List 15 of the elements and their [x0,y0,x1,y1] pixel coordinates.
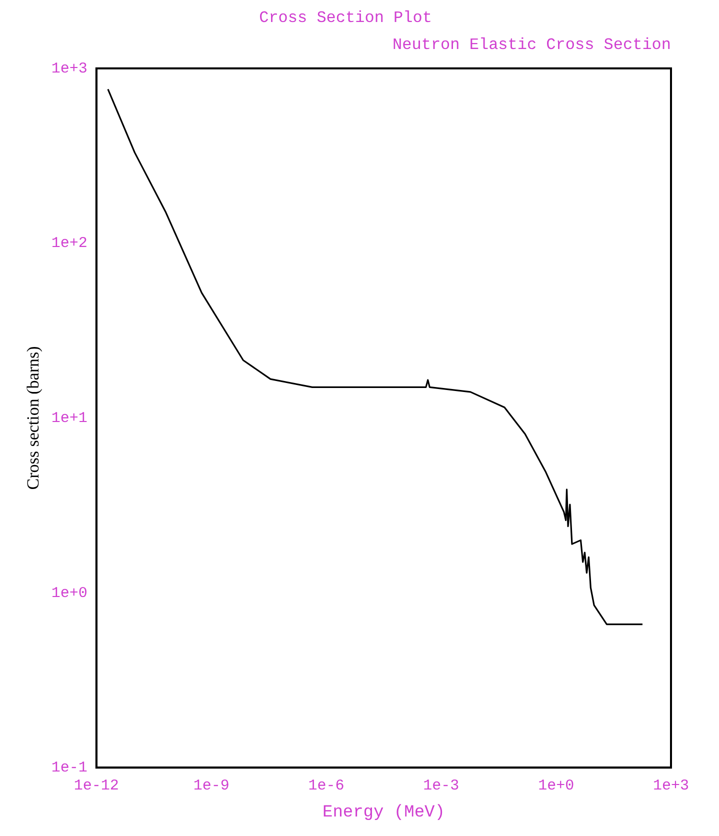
x-tick-label: 1e-9 [193,778,230,795]
x-tick-label: 1e-6 [308,778,344,795]
chart-subtitle: Neutron Elastic Cross Section [392,36,671,54]
y-axis-title: Cross section (barns) [24,346,43,490]
y-tick-label: 1e+3 [51,60,88,78]
chart-title: Cross Section Plot [259,8,432,27]
x-tick-label: 1e+0 [538,778,574,795]
y-tick-label: 1e+0 [51,584,88,602]
y-tick-label: 1e+2 [51,235,88,252]
y-tick-label: 1e-1 [51,760,88,777]
y-tick-label: 1e+1 [51,410,88,427]
x-tick-label: 1e-12 [74,778,119,795]
x-axis-title: Energy (MeV) [322,803,445,822]
x-tick-label: 1e-3 [423,778,460,795]
x-tick-label: 1e+3 [652,778,690,795]
